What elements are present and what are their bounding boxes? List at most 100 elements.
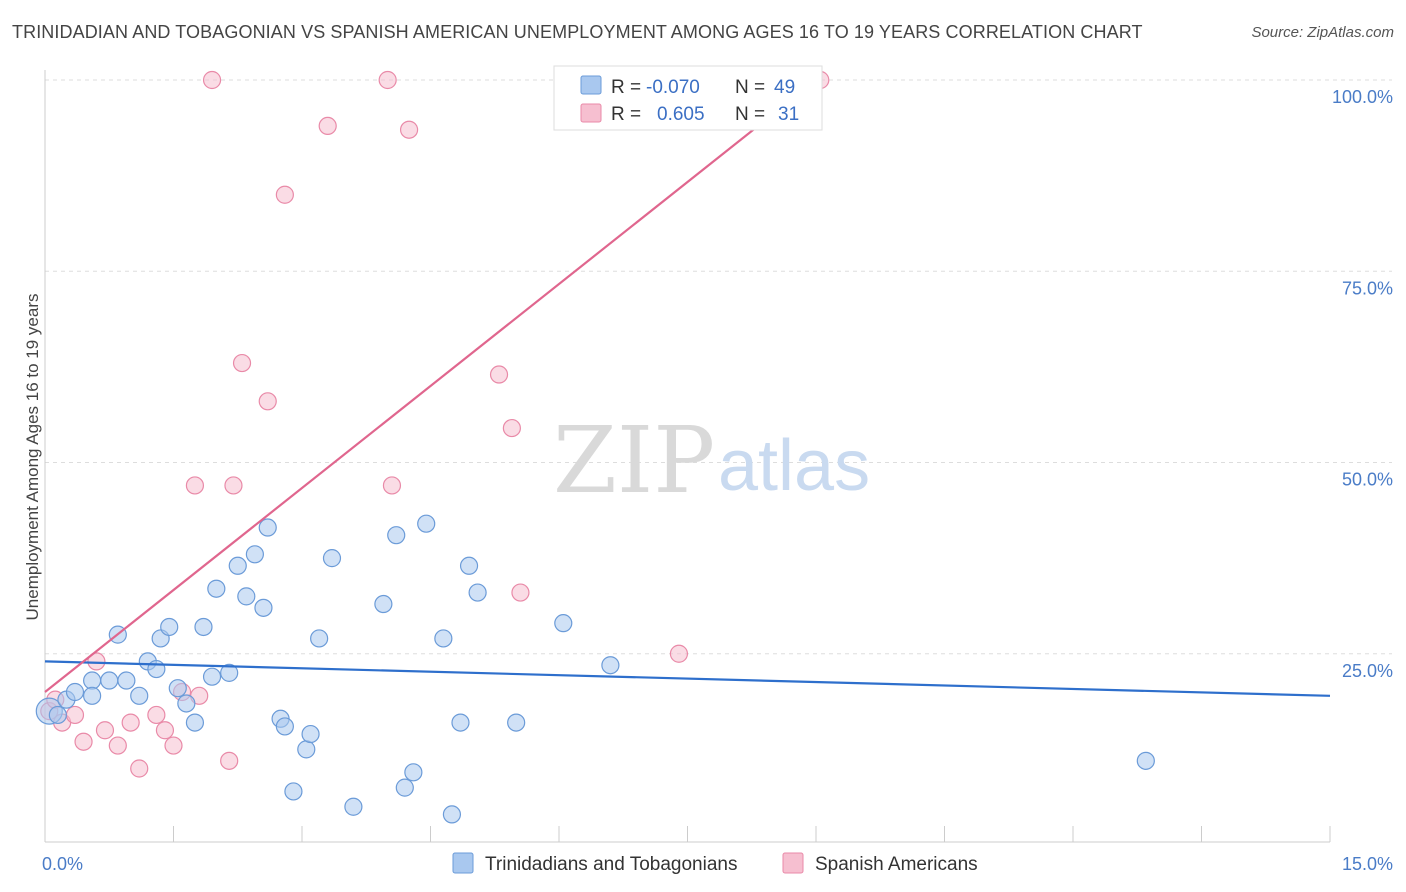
legend-n-label-1: N = <box>735 77 765 98</box>
trinidadian-point-22 <box>237 587 256 606</box>
trinidadian-point-39 <box>434 629 453 648</box>
x-tick-labels: 0.0% 15.0% <box>42 854 1393 874</box>
series-legend: Trinidadians and Tobagonians Spanish Ame… <box>452 852 978 875</box>
trinidadian-point-20 <box>220 663 239 682</box>
trinidadian-point-6 <box>100 671 119 690</box>
spanish-american-point-6 <box>95 721 115 740</box>
trinidadian-point-21 <box>228 556 247 575</box>
y-tick-label-75: 75.0% <box>1342 278 1393 298</box>
legend-swatch-blue <box>580 75 602 95</box>
spanish-american-point-25 <box>399 120 419 139</box>
trinidadian-point-23 <box>245 545 264 564</box>
trinidadian-point-40 <box>442 805 462 824</box>
trinidadian-points <box>35 514 1155 824</box>
trinidadian-point-32 <box>322 549 342 568</box>
trinidadian-point-35 <box>387 526 406 545</box>
y-axis-label: Unemployment Among Ages 16 to 19 years <box>23 294 42 621</box>
trinidadian-point-3 <box>65 682 85 702</box>
legend-r-label-2: R = <box>611 104 641 125</box>
series-legend-label-1: Trinidadians and Tobagonians <box>485 854 737 875</box>
spanish-american-point-10 <box>147 705 166 725</box>
spanish-american-point-4 <box>74 732 93 751</box>
series-legend-label-2: Spanish Americans <box>815 854 978 875</box>
spanish-american-point-17 <box>220 751 239 770</box>
trinidadian-point-19 <box>207 579 226 598</box>
trinidadian-point-44 <box>507 713 526 732</box>
trend-lines <box>44 79 1331 697</box>
legend-n-label-2: N = <box>735 104 765 125</box>
trinidadian-point-24 <box>254 598 273 617</box>
watermark: ZIP atlas <box>553 407 870 514</box>
trinidadian-point-29 <box>297 740 316 759</box>
spanish-american-point-28 <box>511 583 530 602</box>
trinidadian-point-42 <box>459 556 479 575</box>
trinidadian-point-38 <box>417 514 436 533</box>
spanish-american-point-21 <box>275 185 294 204</box>
spanish-american-point-11 <box>155 721 175 740</box>
x-tick-label-max: 15.0% <box>1342 854 1393 874</box>
spanish-american-point-14 <box>185 476 205 495</box>
trinidadian-point-14 <box>168 679 187 698</box>
trinidadian-point-13 <box>160 617 179 637</box>
trinidadian-point-31 <box>310 629 329 648</box>
trinidadian-point-37 <box>404 763 423 782</box>
spanish-american-point-22 <box>318 116 337 136</box>
trinidadian-point-41 <box>451 713 470 732</box>
legend-r-value-2: 0.605 <box>657 104 705 125</box>
y-tick-label-50: 50.0% <box>1342 470 1393 490</box>
legend-n-value-1: 49 <box>774 77 795 98</box>
spanish-american-point-20 <box>258 392 277 411</box>
watermark-zip: ZIP <box>553 407 715 514</box>
trinidadian-point-34 <box>374 594 393 614</box>
chart-title: TRINIDADIAN AND TOBAGONIAN VS SPANISH AM… <box>12 22 1143 42</box>
trinidadian-point-45 <box>554 614 573 633</box>
y-tick-label-25: 25.0% <box>1342 661 1393 681</box>
correlation-legend: R = -0.070 N = 49 R = 0.605 N = 31 <box>553 65 823 131</box>
trinidadian-point-46 <box>601 656 620 675</box>
legend-r-value-1: -0.070 <box>646 77 700 98</box>
spanish-american-point-9 <box>130 759 149 778</box>
spanish-american-point-23 <box>378 70 397 90</box>
series-legend-swatch-blue <box>452 852 474 874</box>
legend-swatch-pink <box>580 103 602 123</box>
spanish-american-trend-line <box>44 79 817 693</box>
spanish-american-point-18 <box>224 476 243 495</box>
trinidadian-point-28 <box>284 782 303 801</box>
x-tick-label-min: 0.0% <box>42 854 83 874</box>
trinidadian-point-9 <box>130 686 149 705</box>
trinidadian-point-17 <box>194 617 213 637</box>
trinidadian-point-8 <box>117 671 136 690</box>
spanish-american-point-24 <box>382 476 402 495</box>
source-label: Source: ZipAtlas.com <box>1251 24 1394 41</box>
spanish-american-point-19 <box>232 353 252 373</box>
y-tick-label-100: 100.0% <box>1332 87 1393 107</box>
spanish-american-point-3 <box>65 705 85 725</box>
legend-r-label-1: R = <box>611 77 641 98</box>
legend-n-value-2: 31 <box>778 104 799 125</box>
y-tick-labels: 25.0% 50.0% 75.0% 100.0% <box>1332 87 1393 681</box>
trinidadian-point-30 <box>301 724 320 744</box>
trinidadian-point-47 <box>1136 751 1155 770</box>
spanish-american-point-30 <box>669 644 689 663</box>
trinidadian-point-16 <box>185 713 205 732</box>
spanish-american-point-8 <box>121 713 140 732</box>
trinidadian-point-18 <box>202 667 222 686</box>
spanish-american-point-26 <box>489 365 509 384</box>
spanish-american-point-12 <box>164 736 183 755</box>
spanish-american-point-27 <box>502 418 521 438</box>
grid-lines <box>45 79 1392 655</box>
trinidadian-point-4 <box>83 671 102 690</box>
trinidadian-point-33 <box>344 797 363 816</box>
trinidadian-point-43 <box>468 583 487 602</box>
spanish-american-point-5 <box>87 652 106 671</box>
trinidadian-point-25 <box>258 518 277 537</box>
spanish-american-point-7 <box>108 736 127 755</box>
trinidadian-point-1 <box>48 705 67 725</box>
series-legend-swatch-pink <box>782 852 804 874</box>
trinidadian-point-27 <box>275 717 294 736</box>
trinidadian-trend-line <box>44 660 1331 697</box>
trinidadian-point-5 <box>83 686 102 705</box>
trinidadian-point-11 <box>147 659 166 679</box>
watermark-atlas: atlas <box>718 426 870 506</box>
